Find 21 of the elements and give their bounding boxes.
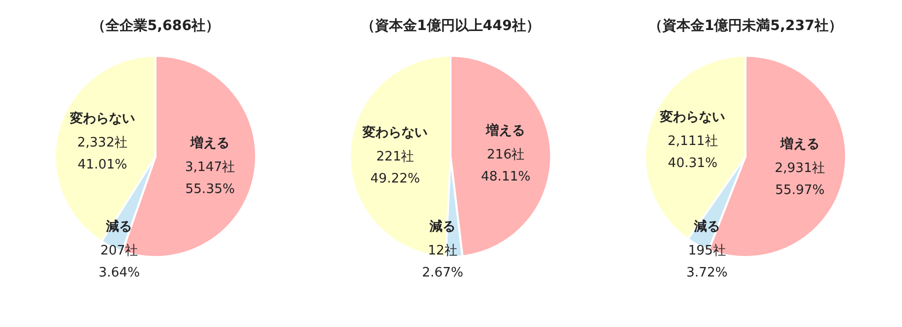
- data-label: 2,931社 55.97%: [774, 161, 825, 198]
- slice-label: 変わらない: [362, 124, 428, 140]
- slice-label: 減る: [105, 219, 132, 234]
- slice-label: 増える: [485, 122, 526, 138]
- slice-label: 増える: [779, 136, 820, 152]
- chart-title: （資本金1億円未満5,237社）: [648, 17, 843, 34]
- data-label: 207社 3.64%: [98, 243, 140, 280]
- data-label: 2,111社 40.31%: [668, 134, 718, 172]
- chart-title: （全企業5,686社）: [91, 18, 220, 34]
- slice-label: 減る: [692, 219, 720, 234]
- slice-label: 増える: [190, 135, 230, 152]
- slice-label: 変わらない: [68, 110, 135, 126]
- slice-label: 減る: [428, 219, 456, 234]
- data-label: 12社 2.67%: [422, 243, 464, 280]
- data-label: 2,332社 41.01%: [77, 135, 128, 172]
- slice-label: 変わらない: [659, 109, 726, 126]
- data-label: 3,147社 55.35%: [184, 160, 236, 198]
- data-label: 216社 48.11%: [480, 147, 531, 184]
- chart-title: （資本金1億円以上449社）: [361, 17, 540, 34]
- data-label: 221社 49.22%: [370, 149, 420, 186]
- data-label: 195社 3.72%: [686, 243, 728, 280]
